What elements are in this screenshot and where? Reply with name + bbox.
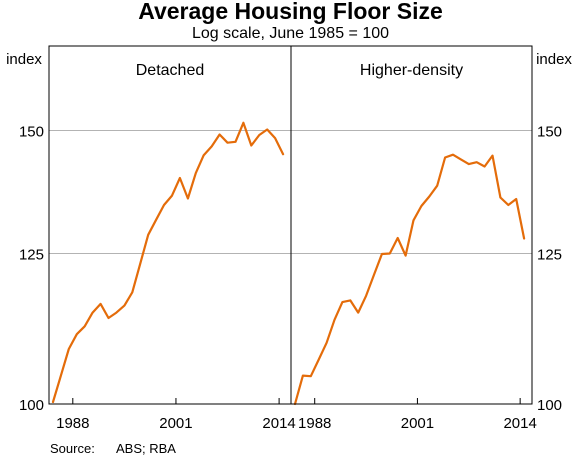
y-axis-label-left: index: [6, 51, 42, 68]
x-tick-label: 2001: [159, 415, 192, 432]
series-line: [293, 153, 526, 406]
y-tick-label-right: 125: [537, 246, 562, 263]
x-tick-label: 2001: [401, 415, 434, 432]
source-label: Source:: [50, 441, 95, 456]
y-tick-label-right: 150: [537, 123, 562, 140]
x-tick-label: 2014: [503, 415, 536, 432]
chart-title: Average Housing Floor Size: [138, 0, 443, 24]
y-axis-label-right: index: [536, 51, 572, 68]
y-tick-label-left: 100: [19, 397, 44, 414]
x-tick-label: 1988: [56, 415, 89, 432]
y-tick-label-right: 100: [537, 397, 562, 414]
y-tick-label-left: 150: [19, 123, 44, 140]
series-line: [51, 121, 285, 404]
source-text: ABS; RBA: [116, 441, 176, 456]
x-tick-label: 1988: [298, 415, 331, 432]
chart-subtitle: Log scale, June 1985 = 100: [191, 25, 390, 42]
panel-title: Detached: [136, 62, 205, 79]
panel-title: Higher-density: [360, 62, 463, 79]
source-note: Source: ABS; RBA: [50, 441, 176, 456]
y-tick-label-left: 125: [19, 246, 44, 263]
x-tick-label: 2014: [262, 415, 295, 432]
